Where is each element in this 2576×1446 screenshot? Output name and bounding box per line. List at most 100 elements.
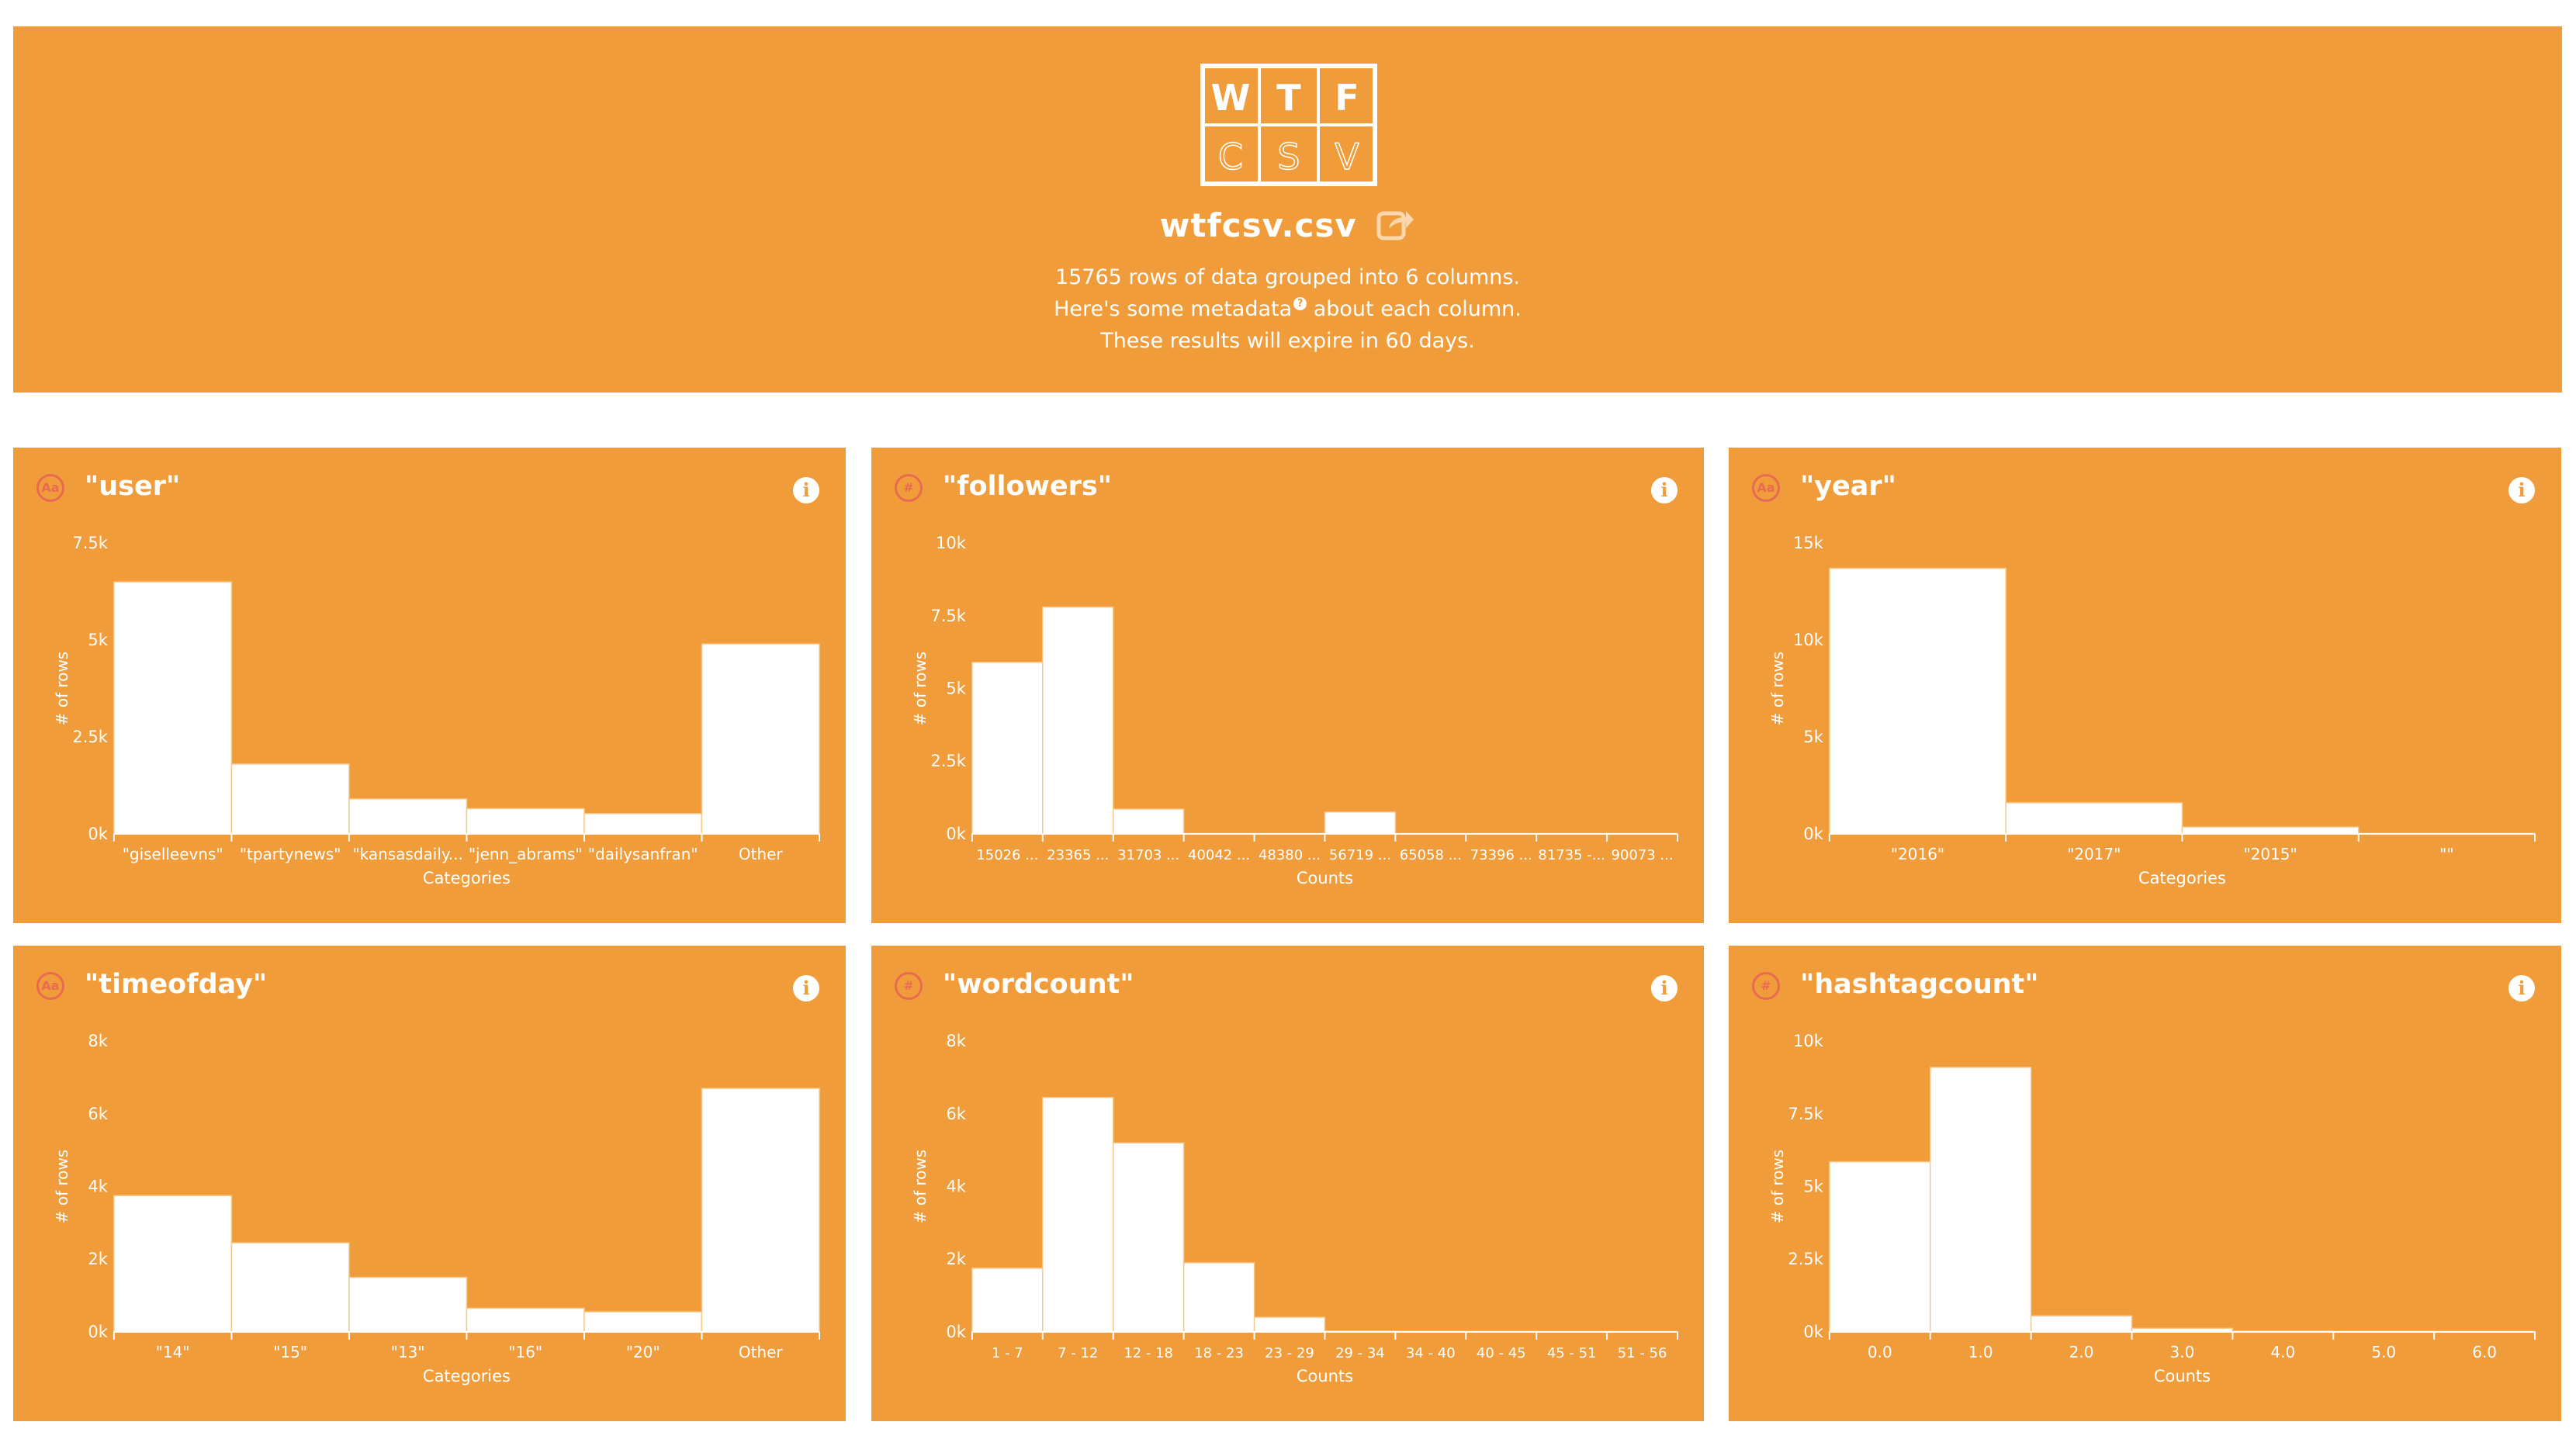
histogram-bar[interactable] — [1829, 567, 2006, 835]
info-icon[interactable]: i — [2508, 477, 2535, 503]
x-tick-label: 4.0 — [2270, 1343, 2295, 1361]
info-icon[interactable]: i — [1651, 477, 1678, 503]
column-card-year: Aa "year" i 0k 5k 10k 15k # of rows "2016" "2017"… — [1729, 448, 2561, 923]
x-tick-label: 29 - 34 — [1335, 1345, 1385, 1361]
share-icon[interactable] — [1376, 207, 1415, 241]
x-axis-label: Counts — [1297, 1367, 1353, 1385]
y-tick-label: 0k — [88, 825, 108, 843]
histogram-bar[interactable] — [701, 1088, 820, 1333]
y-axis-label: # of rows — [53, 1150, 71, 1223]
x-tick-label: 65058 ... — [1400, 847, 1462, 863]
x-tick-label: 90073 ... — [1612, 847, 1674, 863]
column-title: "wordcount" — [943, 969, 1134, 1000]
numeric-type-icon: # — [1752, 972, 1780, 1000]
x-tick-label: 1.0 — [1968, 1343, 1993, 1361]
info-icon[interactable]: i — [793, 975, 819, 1001]
file-title: wtfcsv.csv — [13, 206, 2562, 244]
histogram-bar[interactable] — [113, 581, 233, 835]
column-card-user: Aa "user" i 0k 2.5k 5k 7.5k # of rows "giselleev… — [13, 448, 846, 923]
histogram-bar[interactable] — [2030, 1315, 2133, 1333]
x-tick-label: 15026 ... — [976, 847, 1038, 863]
histogram-bar[interactable] — [230, 763, 350, 835]
text-type-icon: Aa — [1752, 474, 1780, 502]
y-tick-label: 4k — [946, 1177, 966, 1195]
histogram-bar[interactable] — [2181, 826, 2360, 835]
y-axis-label: # of rows — [53, 652, 71, 725]
histogram-bar[interactable] — [583, 1311, 703, 1333]
histogram-bar[interactable] — [971, 662, 1044, 835]
metadata-text: Here's some metadata — [1054, 297, 1293, 321]
x-tick-label: "2017" — [2067, 845, 2121, 863]
y-tick-label: 0k — [946, 825, 966, 843]
info-icon[interactable]: i — [1651, 975, 1678, 1001]
histogram-bar[interactable] — [1182, 1262, 1255, 1333]
info-icon[interactable]: i — [793, 477, 819, 503]
x-tick-label: 2.0 — [2069, 1343, 2094, 1361]
histogram-bar[interactable] — [1324, 811, 1397, 835]
y-tick-label: 5k — [88, 631, 108, 649]
x-tick-label: "tpartynews" — [240, 845, 341, 863]
histogram-bar[interactable] — [1042, 1097, 1114, 1333]
histogram-bar[interactable] — [583, 813, 703, 835]
x-tick-label: 23 - 29 — [1265, 1345, 1314, 1361]
y-tick-label: 5k — [1803, 728, 1823, 746]
y-axis-label: # of rows — [1768, 1150, 1787, 1223]
histogram-bar[interactable] — [1042, 606, 1114, 835]
x-tick-label: 3.0 — [2170, 1343, 2195, 1361]
header-banner: W T F C S V wtfcsv.csv 15765 rows of dat… — [13, 26, 2562, 393]
y-tick-label: 2k — [88, 1250, 108, 1268]
x-tick-label: 40042 ... — [1188, 847, 1250, 863]
metadata-text-after: about each column. — [1307, 297, 1522, 321]
help-icon[interactable]: ? — [1293, 297, 1307, 310]
y-tick-label: 6k — [946, 1105, 966, 1123]
histogram-bar[interactable] — [2005, 802, 2183, 835]
x-tick-label: 48380 ... — [1259, 847, 1321, 863]
text-type-icon: Aa — [36, 972, 64, 1000]
histogram-bar[interactable] — [348, 798, 468, 835]
numeric-type-icon: # — [895, 972, 923, 1000]
x-tick-label: 6.0 — [2472, 1343, 2497, 1361]
histogram-bar[interactable] — [230, 1242, 350, 1333]
x-tick-label: 0.0 — [1868, 1343, 1892, 1361]
x-axis-label: Categories — [2138, 869, 2226, 887]
y-tick-label: 10k — [936, 534, 967, 552]
y-tick-label: 8k — [88, 1032, 108, 1050]
metadata-line: Here's some metadata? about each column. — [13, 297, 2562, 321]
column-card-followers: # "followers" i 0k 2.5k 5k 7.5k 10k # of rows 150… — [871, 448, 1704, 923]
histogram-chart: 0k 2k 4k 6k 8k # of rows 1 - 7 7 - 12 12 - 18 18 … — [911, 1032, 1679, 1385]
y-tick-label: 0k — [946, 1323, 966, 1341]
y-axis-label: # of rows — [911, 1150, 930, 1223]
x-tick-label: "jenn_abrams" — [469, 845, 583, 863]
histogram-bar[interactable] — [1829, 1161, 1931, 1333]
histogram-bar[interactable] — [466, 808, 585, 835]
histogram-chart: 0k 2.5k 5k 7.5k 10k # of rows 15026 ... 23365 .… — [911, 534, 1679, 887]
histogram-chart: 0k 2k 4k 6k 8k # of rows "14" "15" "13" "16" "20" O… — [53, 1032, 821, 1385]
x-tick-label: 51 - 56 — [1618, 1345, 1667, 1361]
histogram-bar[interactable] — [466, 1307, 585, 1333]
histogram-bar[interactable] — [1112, 808, 1185, 835]
histogram-bar[interactable] — [348, 1276, 468, 1333]
y-tick-label: 0k — [1803, 1323, 1823, 1341]
x-tick-label: "" — [2439, 845, 2453, 863]
y-tick-label: 0k — [1803, 825, 1823, 843]
x-tick-label: "dailysanfran" — [588, 845, 698, 863]
x-tick-label: "15" — [273, 1343, 307, 1361]
x-axis-label: Counts — [1297, 869, 1353, 887]
histogram-bar[interactable] — [1253, 1316, 1326, 1333]
histogram-bar[interactable] — [113, 1195, 233, 1333]
x-tick-label: "giselleevns" — [123, 845, 223, 863]
histogram-bar[interactable] — [1112, 1142, 1185, 1333]
logo-letter-f: F — [1335, 77, 1359, 119]
y-tick-label: 8k — [946, 1032, 966, 1050]
column-card-hashtagcount: # "hashtagcount" i 0k 2.5k 5k 7.5k 10k # of rows… — [1729, 946, 2561, 1421]
info-icon[interactable]: i — [2508, 975, 2535, 1001]
column-title: "followers" — [943, 471, 1112, 502]
logo-letter-t: T — [1276, 77, 1301, 119]
y-tick-label: 15k — [1793, 534, 1824, 552]
y-tick-label: 2k — [946, 1250, 966, 1268]
histogram-bar[interactable] — [1930, 1067, 2032, 1333]
histogram-bar[interactable] — [701, 643, 820, 835]
x-tick-label: "kansasdaily... — [353, 845, 463, 863]
x-tick-label: "16" — [508, 1343, 542, 1361]
histogram-bar[interactable] — [971, 1268, 1044, 1333]
